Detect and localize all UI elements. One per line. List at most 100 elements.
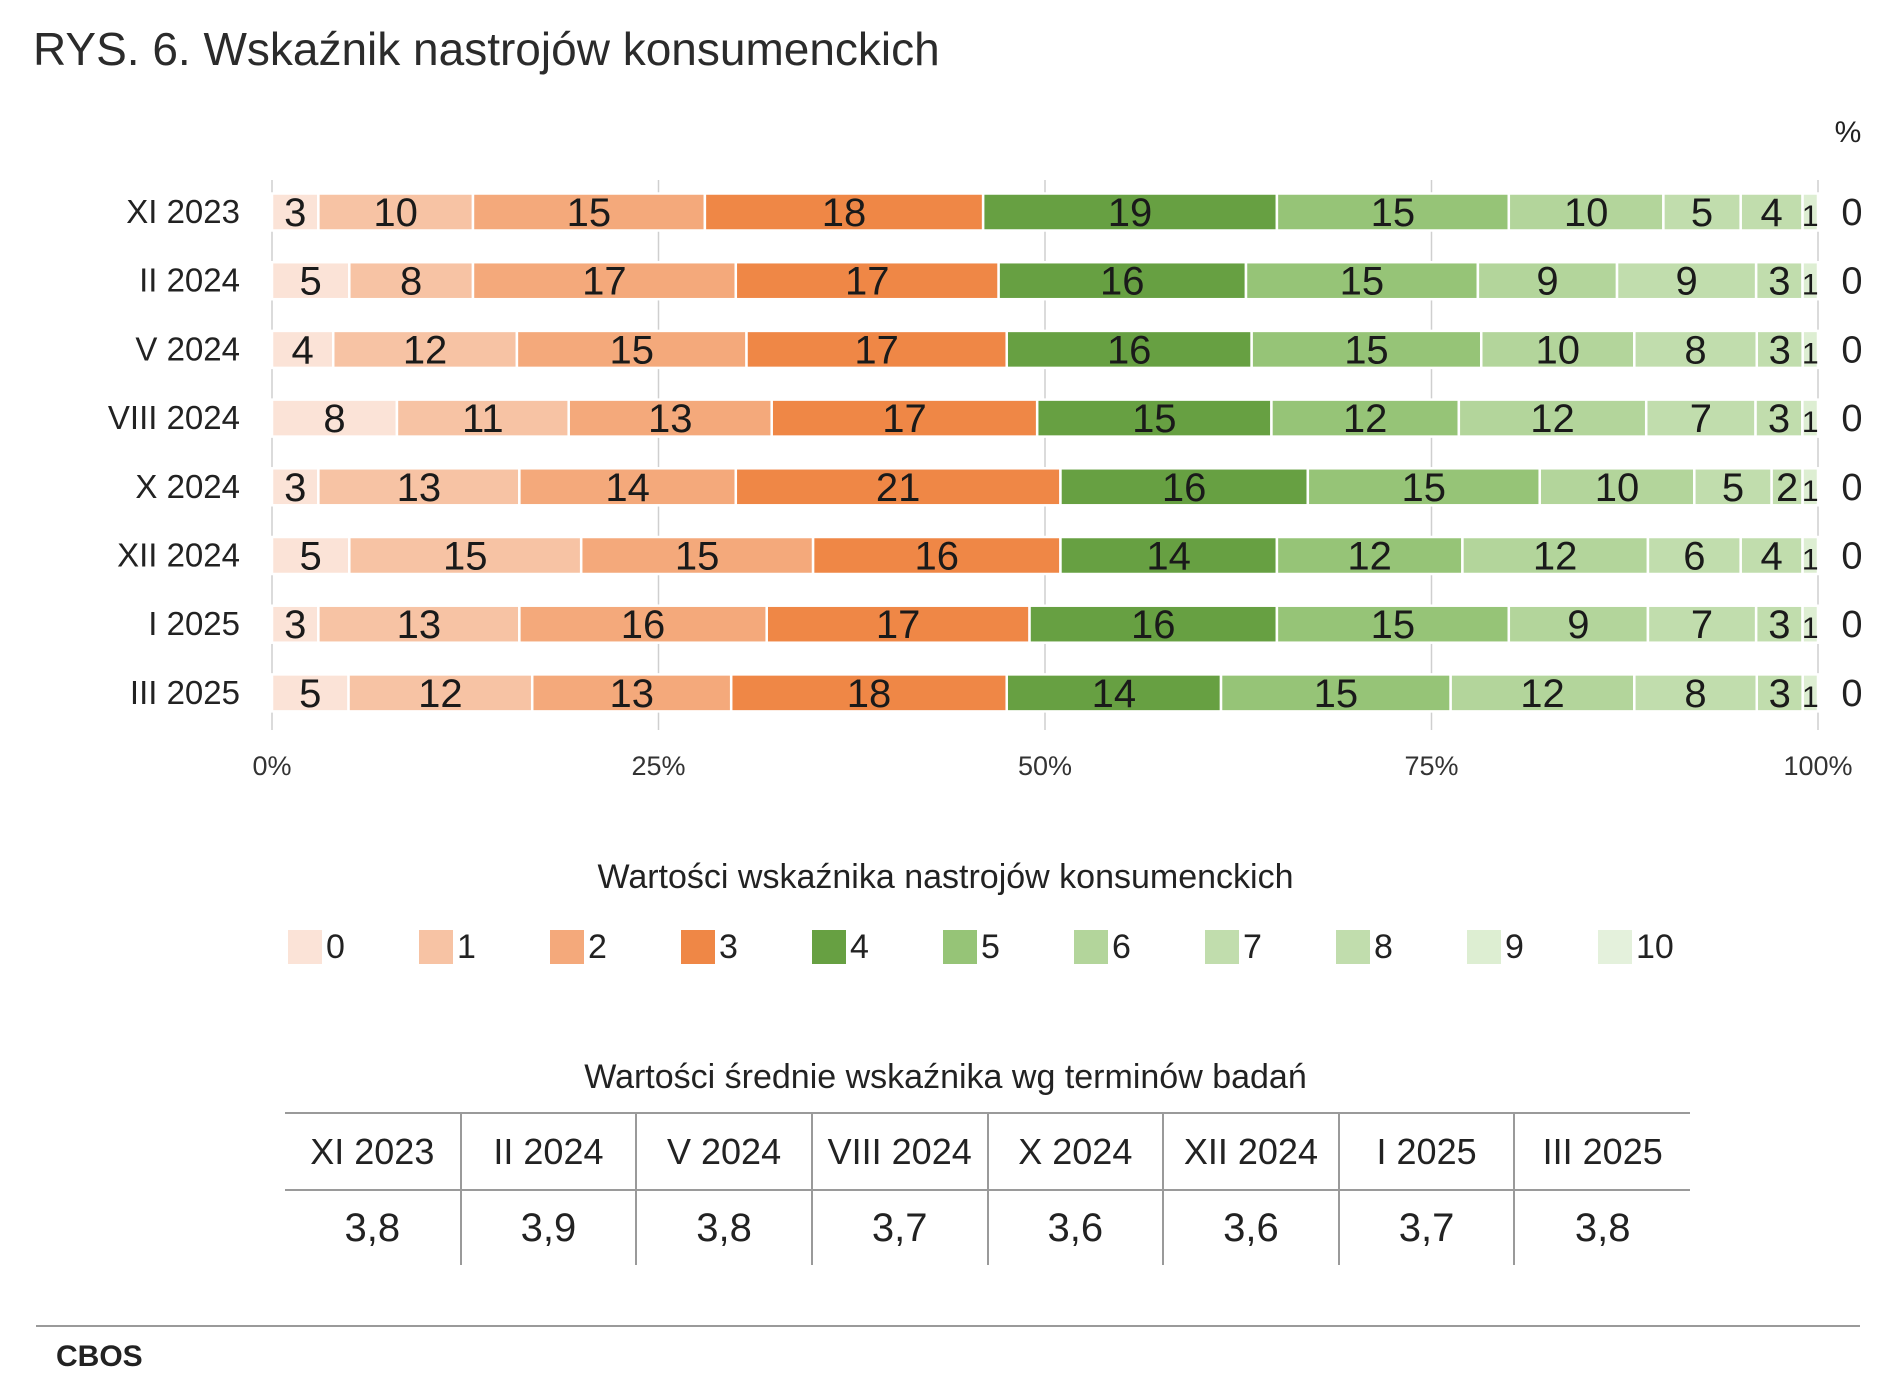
means-period-cell: II 2024 (459, 1112, 637, 1191)
means-period-cell: III 2025 (1513, 1112, 1690, 1191)
data-label: 18 (822, 191, 867, 235)
means-value-cell: 3,8 (344, 1205, 401, 1250)
bar-segment (1801, 604, 1820, 644)
bar-segment (1306, 467, 1541, 507)
bar-segment (1754, 604, 1804, 644)
bar-segment (734, 260, 1000, 301)
bar-segment (1244, 260, 1480, 301)
data-label: 3 (284, 603, 306, 647)
data-label: 16 (1131, 603, 1176, 647)
bar-segment (1801, 398, 1820, 438)
legend-label: 5 (981, 927, 1000, 966)
category-label: XI 2023 (126, 193, 240, 230)
means-value-cell: 3,8 (635, 1190, 812, 1265)
bar-segment (1646, 535, 1742, 576)
bar-segment (1644, 398, 1757, 438)
legend-item: 4 (812, 928, 943, 967)
stacked-bar-chart: 0% 25% 50% 75% 100%%XI 2023 3 10 15 18 19 15 10 5 4 1 0… (108, 116, 1863, 781)
data-label: 13 (648, 397, 693, 441)
category-label: X 2024 (135, 468, 240, 505)
means-period-cell: VIII 2024 (810, 1112, 988, 1191)
data-label: 4 (291, 328, 313, 372)
data-label: 0 (1841, 467, 1862, 509)
bar-segment (765, 604, 1031, 644)
legend-label: 2 (588, 927, 607, 966)
bar-segment (811, 535, 1062, 576)
bar-segment (317, 192, 475, 232)
bar-segment (270, 467, 320, 507)
data-label: 15 (1340, 260, 1385, 304)
legend-swatch (1336, 930, 1370, 964)
data-label: 16 (1107, 328, 1152, 372)
means-table: XI 2023 II 2024 V 2024 VIII 2024 X 2024 … (285, 1112, 1690, 1265)
source-label: CBOS (56, 1340, 143, 1373)
bar-segment (1755, 329, 1804, 370)
data-label: 19 (1108, 191, 1153, 235)
bar-segment (1449, 673, 1636, 713)
legend-item: 8 (1336, 928, 1467, 967)
data-label: 12 (403, 328, 448, 372)
data-label: 4 (1760, 191, 1782, 235)
data-label: 9 (1675, 260, 1697, 304)
bar-segment (1693, 467, 1773, 507)
legend-swatch (1205, 930, 1239, 964)
legend-label: 9 (1505, 927, 1524, 966)
bar-segment (1633, 329, 1759, 370)
means-period-cell: XI 2023 (285, 1112, 461, 1191)
data-label: 14 (1092, 672, 1137, 716)
data-label: 21 (876, 466, 921, 510)
bar-segment (579, 535, 815, 576)
bar-segment (270, 604, 320, 644)
data-label: 10 (1595, 466, 1640, 510)
data-label: 1 (1802, 475, 1819, 508)
data-label: 1 (1802, 337, 1819, 370)
legend: 0 1 2 3 4 5 6 7 8 9 10 (288, 922, 1738, 972)
bar-segment (1801, 535, 1820, 576)
data-label: 0 (1841, 673, 1862, 715)
data-label: 11 (462, 397, 504, 441)
bar-segment (1275, 604, 1511, 644)
bar-segment (1275, 535, 1464, 576)
x-tick-label: 75% (1404, 751, 1458, 781)
bar-segment (270, 535, 351, 576)
bar-segment (270, 192, 320, 232)
data-label: 3 (284, 191, 306, 235)
data-label: 16 (621, 603, 666, 647)
bar-segment (1457, 398, 1648, 438)
data-label: 14 (605, 466, 650, 510)
bar-segment (471, 260, 738, 301)
data-label: 0 (1841, 261, 1862, 303)
data-label: 9 (1536, 260, 1558, 304)
legend-label: 1 (457, 927, 476, 966)
data-label: 17 (882, 397, 927, 441)
data-label: 15 (675, 535, 720, 579)
means-period-cell: X 2024 (986, 1112, 1164, 1191)
bar-segment (1801, 467, 1820, 507)
bar-segment (331, 329, 519, 370)
data-label: 3 (1769, 328, 1791, 372)
bar-segment (1801, 673, 1820, 713)
category-label: VIII 2024 (108, 399, 240, 436)
legend-swatch (1467, 930, 1501, 964)
bar-segment (1507, 604, 1650, 644)
bar-segment (518, 467, 738, 507)
data-label: 8 (1684, 672, 1706, 716)
data-label: 15 (567, 191, 612, 235)
bar-segment (734, 467, 1062, 507)
category-label: III 2025 (130, 674, 240, 711)
legend-swatch (812, 930, 846, 964)
data-label: 15 (1402, 466, 1447, 510)
legend-swatch (943, 930, 977, 964)
data-label: 12 (1533, 535, 1578, 579)
means-value-cell: 3,9 (459, 1190, 637, 1265)
legend-swatch (288, 930, 322, 964)
footer-divider (36, 1325, 1860, 1327)
data-label: 10 (1536, 328, 1581, 372)
data-label: 12 (1347, 535, 1392, 579)
data-label: 15 (1314, 672, 1359, 716)
data-label: 7 (1691, 603, 1713, 647)
legend-item: 1 (419, 928, 550, 967)
category-label: V 2024 (135, 330, 240, 367)
legend-swatch (419, 930, 453, 964)
data-label: 1 (1802, 681, 1819, 714)
